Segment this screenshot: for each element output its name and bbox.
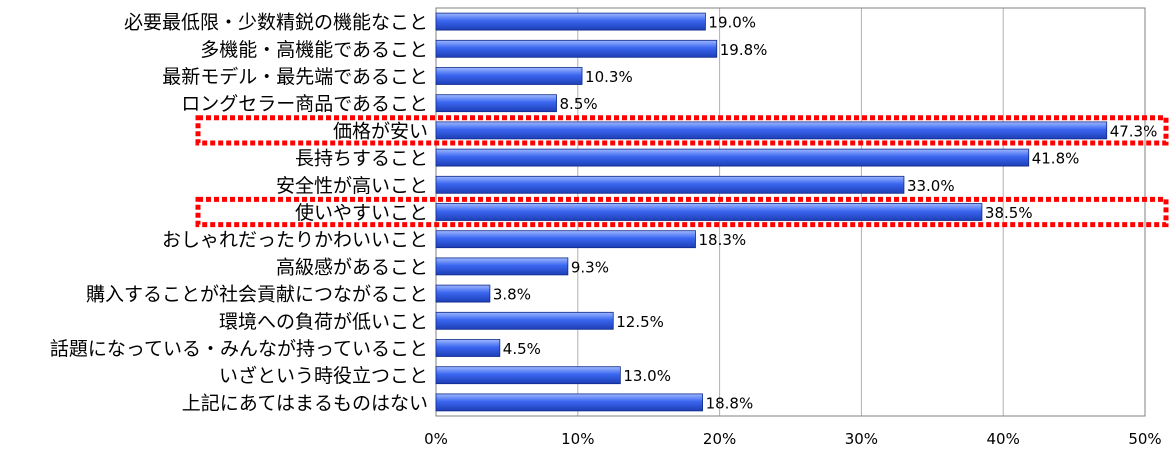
x-tick-label: 50% (1128, 430, 1161, 448)
data-label: 47.3% (1110, 122, 1158, 140)
data-label: 3.8% (493, 286, 531, 304)
data-label: 18.3% (698, 231, 746, 249)
highlight-box (195, 115, 1169, 146)
data-label: 9.3% (571, 258, 609, 276)
bar (435, 203, 983, 221)
data-label: 13.0% (623, 367, 671, 385)
data-label: 38.5% (985, 204, 1033, 222)
bar (435, 67, 583, 85)
category-label: 安全性が高いこと (276, 175, 428, 197)
category-label: 購入することが社会貢献につながること (86, 284, 428, 306)
data-label: 41.8% (1032, 150, 1080, 168)
category-label: いざという時役立つこと (219, 364, 428, 387)
category-label: 上記にあてはまるものはない (182, 392, 428, 414)
highlight-boxes (195, 115, 1169, 228)
x-tick-label: 10% (561, 430, 594, 448)
bar (435, 12, 706, 31)
bar (435, 339, 501, 357)
bar (435, 366, 621, 385)
data-label: 12.5% (616, 313, 664, 331)
highlight-box (195, 196, 1169, 228)
data-label: 33.0% (907, 177, 955, 195)
category-label: 高級感があること (276, 256, 428, 278)
category-label: 話題になっている・みんなが持っていること (50, 338, 428, 360)
x-tick-label: 20% (703, 430, 736, 448)
data-label: 19.0% (708, 14, 756, 32)
data-label: 18.8% (706, 394, 754, 412)
category-label: ロングセラー商品であること (181, 93, 428, 115)
category-label: 価格が安い (333, 120, 428, 142)
bar (435, 121, 1108, 140)
x-tick-label: 40% (987, 430, 1020, 448)
bar (435, 284, 491, 303)
bar (435, 175, 905, 194)
data-label: 19.8% (720, 41, 768, 59)
bar (435, 257, 569, 276)
bar (435, 39, 718, 58)
bar (435, 393, 703, 412)
category-label: 必要最低限・少数精鋭の機能なこと (124, 12, 428, 34)
bar (435, 148, 1030, 167)
data-label: 4.5% (503, 340, 541, 358)
data-label: 8.5% (560, 95, 598, 113)
bar (435, 311, 614, 330)
data-label: 10.3% (585, 68, 633, 86)
category-label: 使いやすいこと (295, 202, 428, 224)
x-tick-label: 30% (845, 430, 878, 448)
category-label: 最新モデル・最先端であること (162, 66, 428, 88)
category-label: 長持ちすること (295, 148, 428, 170)
bar (435, 230, 696, 249)
labels: 0% 10% 20% 30% 40% 50% 必要最低限・少数精鋭の機能なこと 19.0% 多機… (50, 12, 1162, 448)
category-label: 環境への負荷が低いこと (219, 311, 428, 333)
x-tick-label: 0% (424, 430, 448, 448)
category-label: 多機能・高機能であること (200, 39, 428, 61)
bars (435, 12, 1108, 412)
category-label: おしゃれだったりかわいいこと (162, 229, 428, 251)
bar (435, 94, 557, 113)
